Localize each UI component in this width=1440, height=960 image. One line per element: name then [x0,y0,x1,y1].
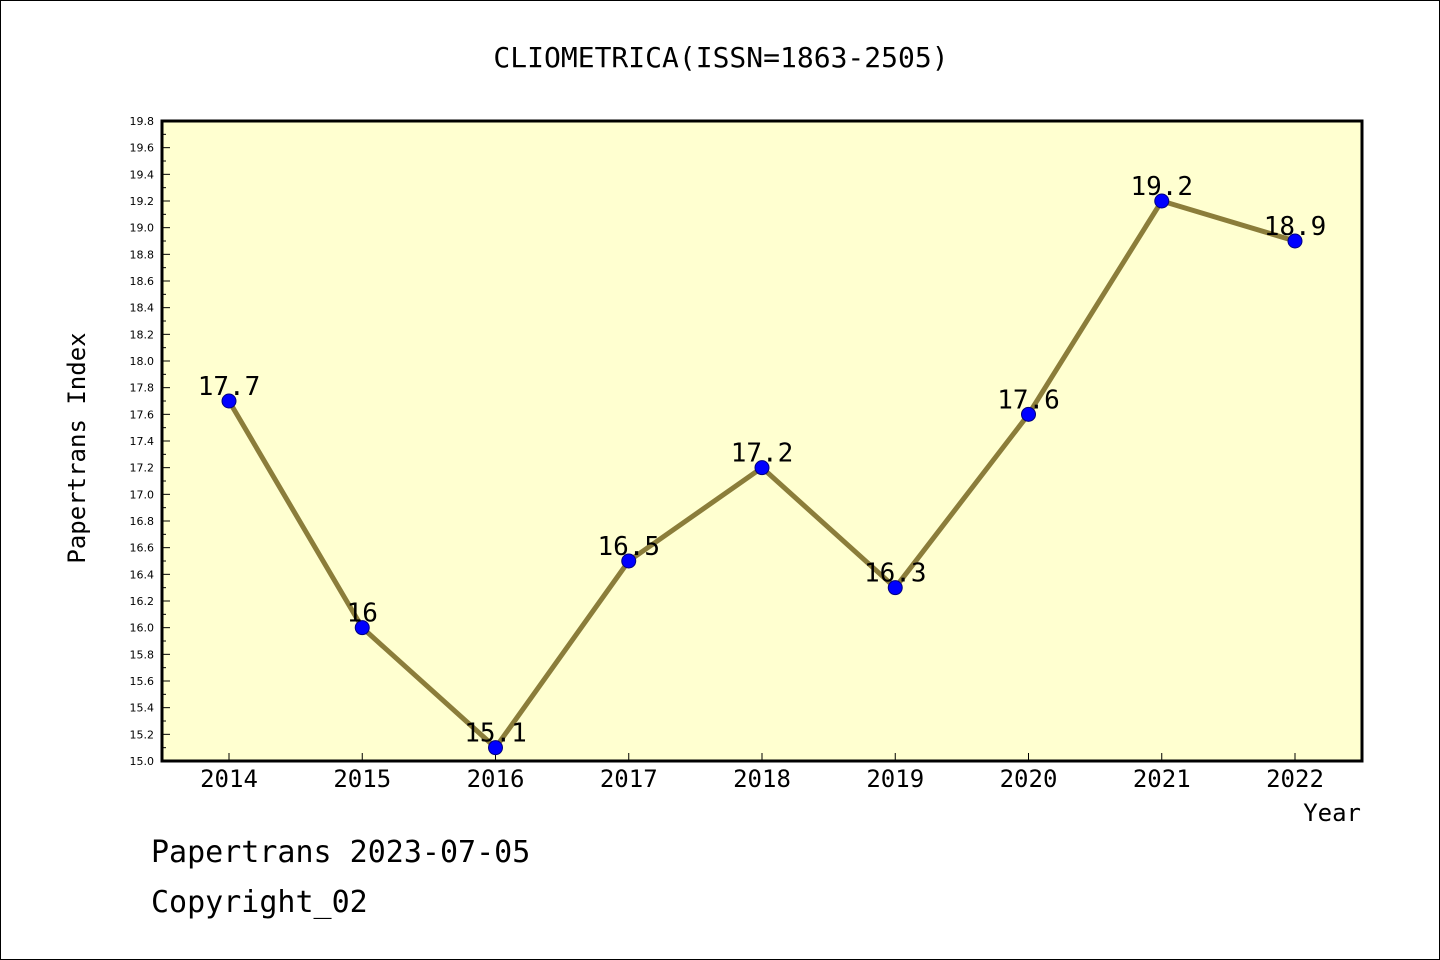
data-label: 17.6 [997,385,1060,415]
footer-date-text: Papertrans 2023-07-05 [151,835,531,870]
y-tick-label: 16.8 [130,515,155,528]
y-tick-label: 18.2 [130,328,155,341]
data-point [754,460,770,476]
data-label: 18.9 [1264,212,1327,242]
y-tick-label: 19.4 [130,168,155,181]
data-point [621,553,637,569]
y-tick-label: 15.2 [130,728,155,741]
y-tick-label: 15.0 [130,755,155,768]
data-point [1154,193,1170,209]
data-point [354,620,370,636]
y-axis: 15.0 15.2 15.4 15.6 15.8 16.0 16.2 16.4 16.6 16.8… [130,115,170,768]
y-tick-label: 17.6 [130,408,155,421]
y-tick-label: 15.4 [130,702,155,715]
data-labels: 17.7 16 15.1 16.5 17.2 16.3 17.6 19.2 18.9 [198,172,1327,749]
y-tick-label: 15.8 [130,648,155,661]
x-tick-label: 2016 [467,765,525,793]
y-tick-label: 19.2 [130,195,155,208]
data-point [1021,406,1036,422]
x-tick-label: 2022 [1266,765,1324,793]
data-point [887,580,903,596]
data-label: 17.7 [198,372,261,402]
x-tick-label: 2014 [200,765,258,793]
y-tick-label: 19.8 [130,115,155,128]
y-axis-label: Papertrans Index [63,332,91,563]
y-tick-label: 18.6 [130,275,155,288]
data-points [221,193,1303,756]
x-tick-label: 2020 [1000,765,1058,793]
data-label: 17.2 [731,439,794,469]
x-axis-label: Year [1303,799,1361,827]
y-tick-label: 15.6 [130,675,155,688]
y-tick-label: 16.0 [130,622,155,635]
y-tick-label: 16.2 [130,595,155,608]
data-label: 16.5 [597,532,660,562]
y-tick-label: 19.6 [130,142,155,155]
y-tick-label: 16.4 [130,568,155,581]
data-label: 19.2 [1130,172,1193,202]
y-tick-label: 18.0 [130,355,155,368]
x-axis: 2014 2015 2016 2017 2018 2019 2020 2021 2022 [200,753,1324,793]
x-tick-label: 2018 [733,765,791,793]
data-point [488,740,503,756]
plot-area [160,119,1364,763]
y-tick-label: 19.0 [130,222,155,235]
x-tick-label: 2015 [333,765,391,793]
y-tick-label: 16.6 [130,542,155,555]
data-label: 16 [347,599,378,629]
y-tick-label: 17.8 [130,382,155,395]
data-point [221,393,237,409]
footer-copyright-text: Copyright_02 [151,885,368,920]
y-tick-label: 18.8 [130,248,155,261]
y-tick-label: 17.4 [130,435,155,448]
y-tick-label: 18.4 [130,302,155,315]
x-tick-label: 2017 [600,765,658,793]
y-tick-label: 17.2 [130,462,155,475]
data-label: 15.1 [464,719,527,749]
data-point [1287,233,1303,249]
y-tick-label: 17.0 [130,488,155,501]
chart-title: CLIOMETRICA(ISSN=1863-2505) [493,41,948,74]
data-label: 16.3 [864,559,927,589]
x-tick-label: 2021 [1133,765,1191,793]
x-tick-label: 2019 [866,765,924,793]
